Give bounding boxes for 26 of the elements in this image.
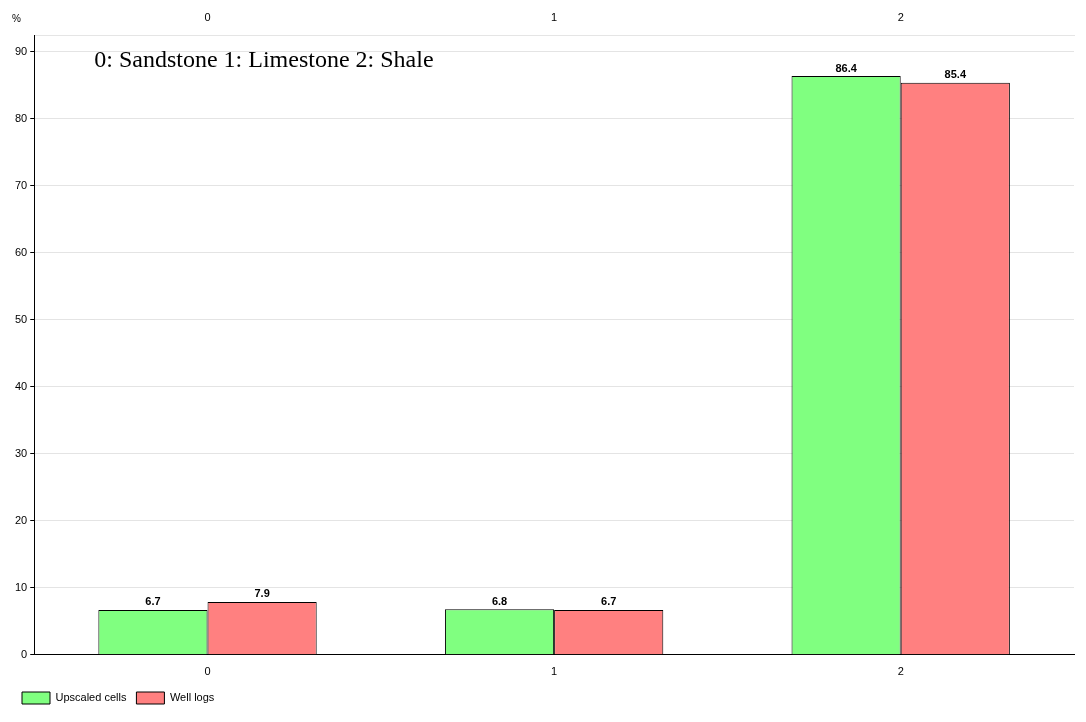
category-label: 0 (204, 10, 211, 23)
y-tick-label: 70 (14, 178, 28, 191)
annotation: 0: Sandstone 1: Limestone 2: Shale (94, 46, 434, 73)
y-tick-label: 60 (14, 245, 28, 258)
x-tick-label: 2 (897, 665, 904, 678)
legend-label: Upscaled cells (55, 691, 127, 704)
y-tick-label: 40 (14, 379, 28, 392)
data-label: 86.4 (835, 61, 858, 74)
category-label: 1 (551, 10, 558, 23)
x-tick-label: 1 (551, 665, 558, 678)
data-label: 6.8 (491, 594, 508, 607)
data-label: 7.9 (254, 587, 270, 600)
y-tick-label: 50 (14, 312, 28, 325)
data-label: 6.7 (145, 595, 161, 608)
legend-label: Well logs (169, 691, 215, 704)
category-label: 2 (897, 10, 904, 23)
y-tick-label: 30 (14, 446, 28, 459)
y-tick-label: 20 (14, 513, 28, 526)
y-tick-label: 80 (14, 111, 28, 124)
y-tick-label: 0 (21, 647, 28, 660)
data-label: 6.7 (601, 595, 617, 608)
y-axis-title: % (12, 12, 21, 24)
y-tick-label: 10 (14, 580, 28, 593)
y-tick-label: 90 (14, 44, 28, 57)
data-label: 85.4 (944, 68, 967, 81)
x-tick-label: 0 (204, 665, 211, 678)
